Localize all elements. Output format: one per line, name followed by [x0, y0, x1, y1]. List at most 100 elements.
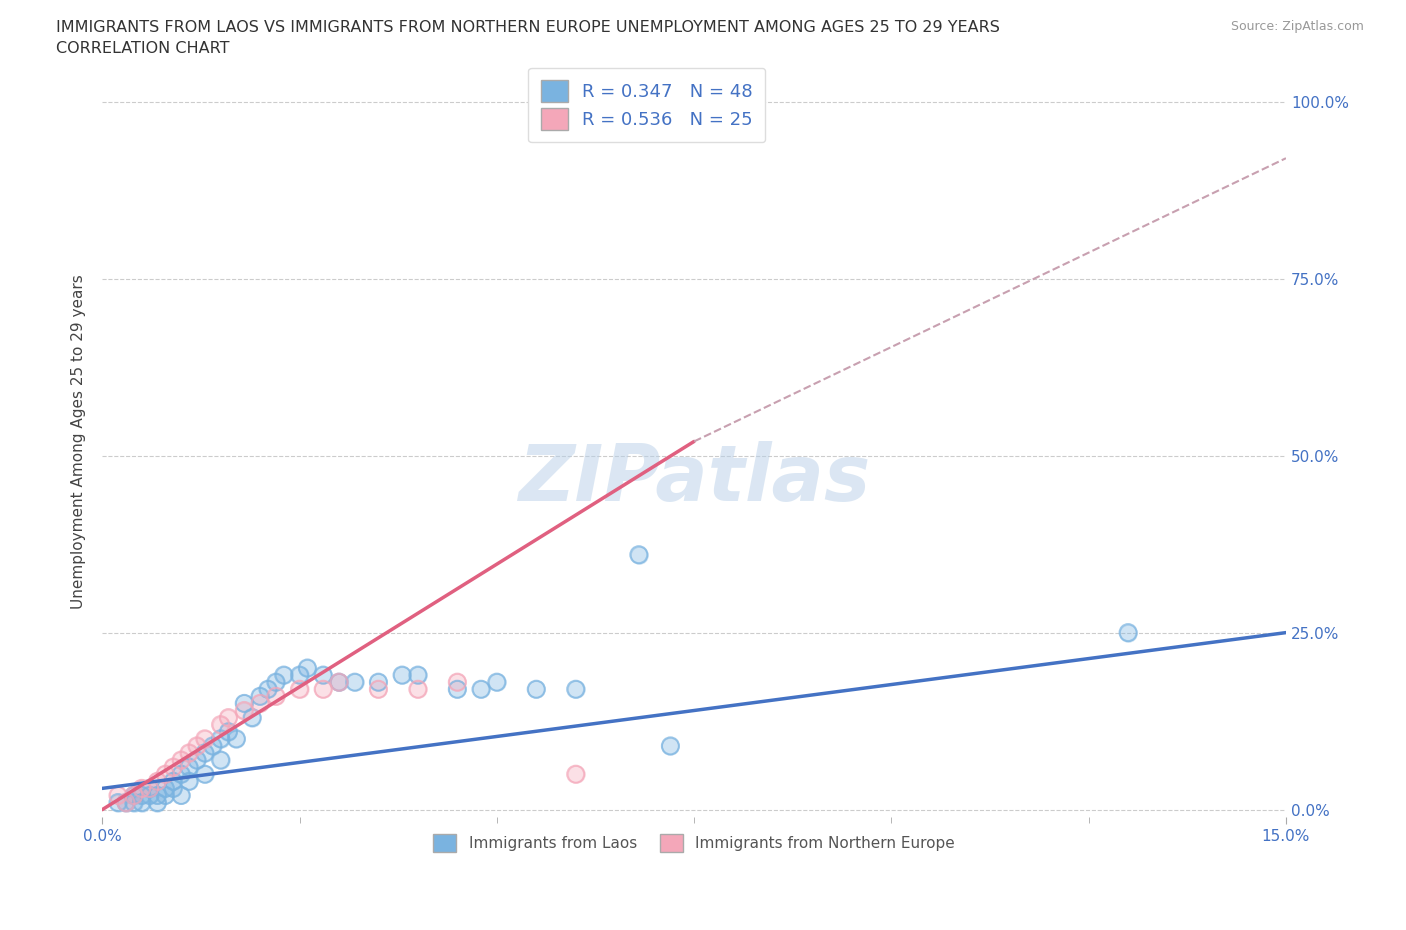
Point	[186, 738, 208, 753]
Point	[209, 717, 232, 732]
Point	[122, 788, 145, 803]
Point	[446, 682, 468, 697]
Point	[328, 675, 350, 690]
Point	[273, 668, 295, 683]
Point	[367, 675, 389, 690]
Point	[627, 547, 650, 562]
Point	[209, 752, 232, 767]
Point	[122, 788, 145, 803]
Point	[564, 682, 586, 697]
Point	[564, 682, 586, 697]
Point	[162, 781, 184, 796]
Point	[328, 675, 350, 690]
Point	[249, 696, 271, 711]
Point	[297, 660, 319, 675]
Point	[288, 668, 311, 683]
Point	[138, 781, 160, 796]
Point	[177, 760, 200, 775]
Point	[131, 795, 153, 810]
Point	[177, 746, 200, 761]
Point	[194, 731, 217, 746]
Point	[177, 746, 200, 761]
Point	[138, 781, 160, 796]
Point	[406, 668, 429, 683]
Point	[312, 682, 335, 697]
Point	[162, 781, 184, 796]
Point	[194, 731, 217, 746]
Point	[155, 767, 177, 782]
Point	[218, 711, 240, 725]
Point	[122, 795, 145, 810]
Point	[115, 795, 138, 810]
Point	[470, 682, 492, 697]
Point	[146, 788, 169, 803]
Point	[485, 675, 508, 690]
Point	[233, 703, 256, 718]
Point	[146, 795, 169, 810]
Point	[155, 781, 177, 796]
Point	[209, 731, 232, 746]
Point	[249, 689, 271, 704]
Point	[138, 788, 160, 803]
Point	[218, 724, 240, 739]
Point	[107, 788, 129, 803]
Point	[406, 668, 429, 683]
Point	[146, 774, 169, 789]
Point	[115, 795, 138, 810]
Point	[225, 731, 247, 746]
Point	[470, 682, 492, 697]
Point	[146, 795, 169, 810]
Point	[146, 788, 169, 803]
Point	[122, 795, 145, 810]
Point	[288, 682, 311, 697]
Point	[170, 788, 193, 803]
Point	[312, 668, 335, 683]
Point	[194, 767, 217, 782]
Point	[146, 774, 169, 789]
Point	[391, 668, 413, 683]
Point	[406, 682, 429, 697]
Point	[233, 696, 256, 711]
Point	[155, 781, 177, 796]
Point	[155, 788, 177, 803]
Point	[131, 795, 153, 810]
Point	[162, 774, 184, 789]
Point	[177, 774, 200, 789]
Point	[343, 675, 366, 690]
Point	[627, 547, 650, 562]
Legend: Immigrants from Laos, Immigrants from Northern Europe: Immigrants from Laos, Immigrants from No…	[425, 825, 965, 861]
Point	[1116, 625, 1139, 640]
Point	[312, 682, 335, 697]
Point	[1116, 625, 1139, 640]
Point	[201, 738, 224, 753]
Point	[131, 781, 153, 796]
Point	[155, 767, 177, 782]
Text: ZIPatlas: ZIPatlas	[517, 441, 870, 517]
Point	[162, 760, 184, 775]
Point	[659, 738, 682, 753]
Point	[131, 781, 153, 796]
Point	[406, 682, 429, 697]
Point	[138, 781, 160, 796]
Point	[177, 760, 200, 775]
Point	[564, 767, 586, 782]
Point	[186, 752, 208, 767]
Point	[170, 752, 193, 767]
Point	[194, 746, 217, 761]
Point	[264, 689, 287, 704]
Point	[367, 682, 389, 697]
Point	[446, 675, 468, 690]
Text: CORRELATION CHART: CORRELATION CHART	[56, 41, 229, 56]
Point	[186, 738, 208, 753]
Point	[155, 788, 177, 803]
Point	[240, 711, 263, 725]
Point	[201, 738, 224, 753]
Point	[264, 675, 287, 690]
Point	[446, 682, 468, 697]
Point	[343, 675, 366, 690]
Point	[233, 696, 256, 711]
Point	[170, 788, 193, 803]
Point	[122, 788, 145, 803]
Point	[328, 675, 350, 690]
Point	[273, 668, 295, 683]
